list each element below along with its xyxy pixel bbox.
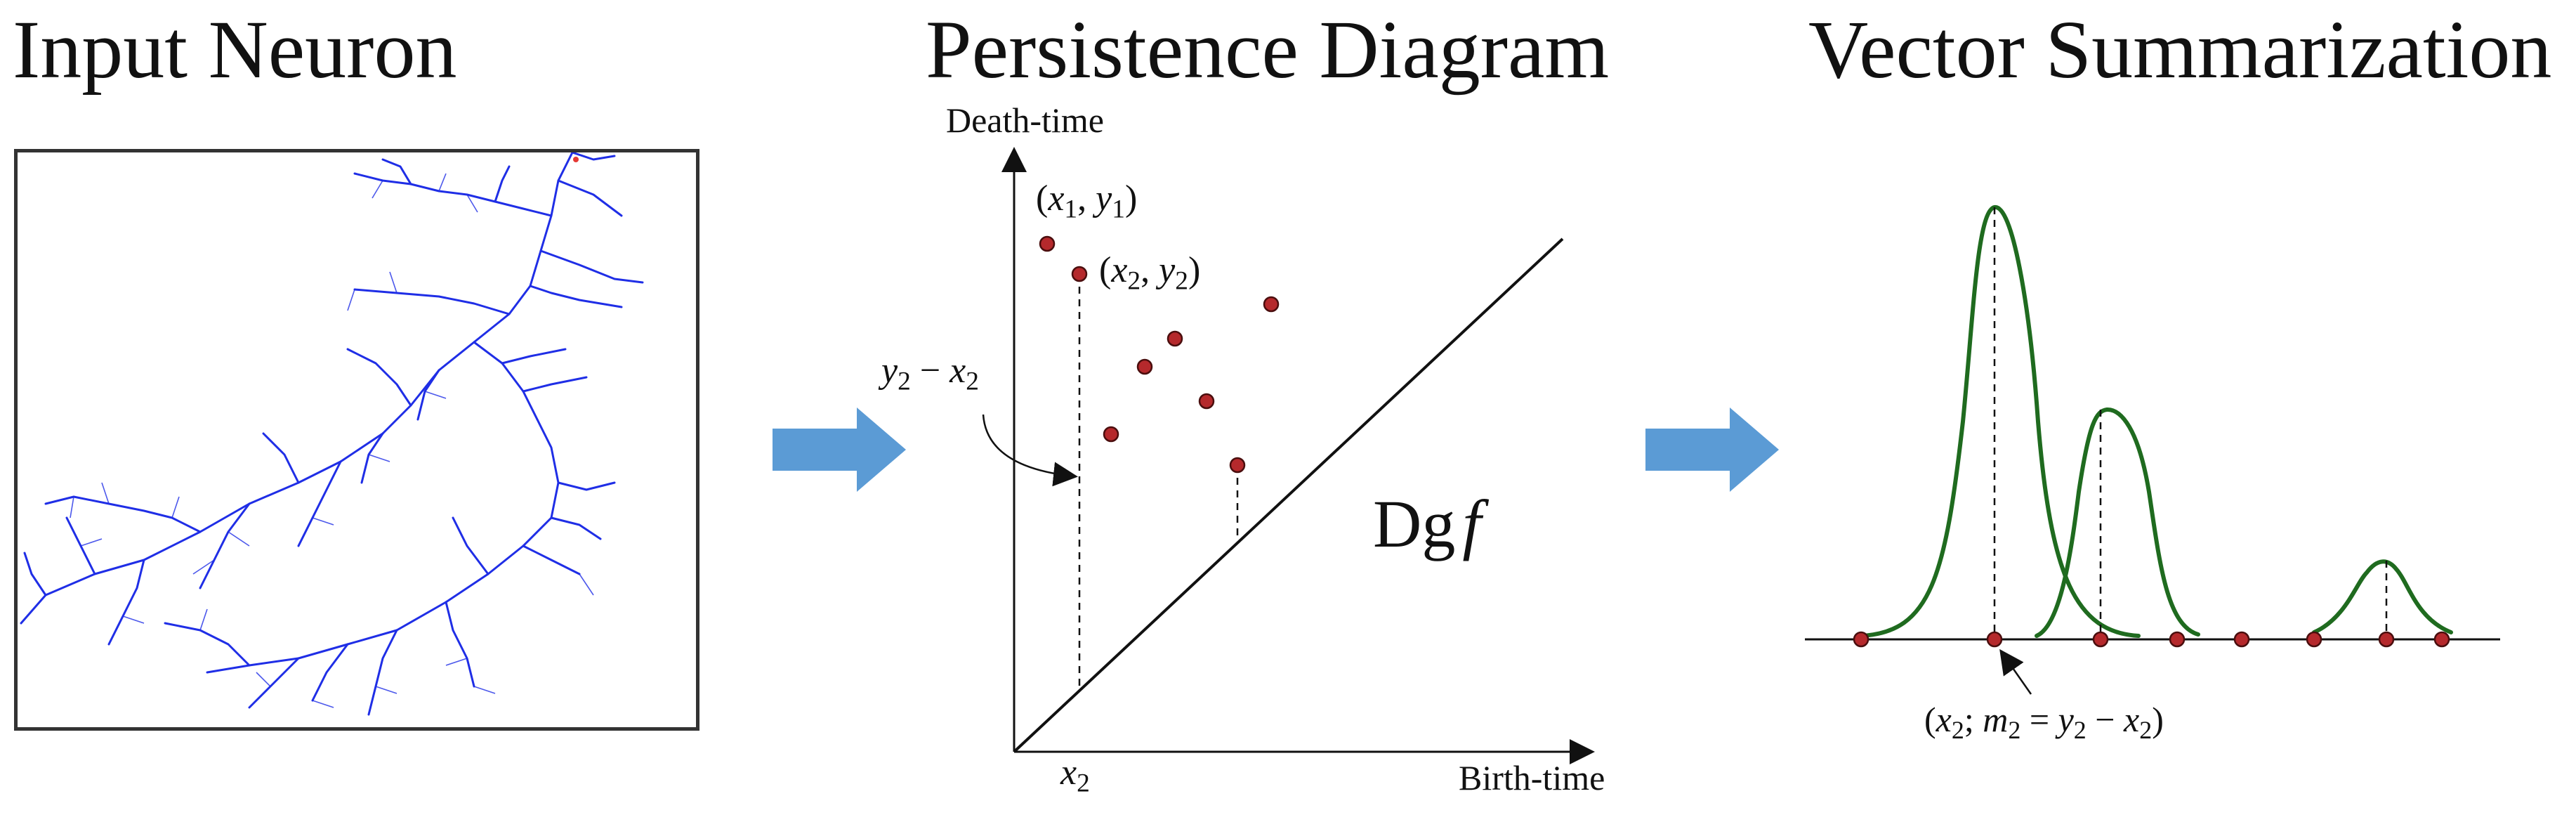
dg-f-label: Dg f — [1373, 486, 1481, 561]
persistence-point — [1103, 426, 1119, 443]
summary-point — [2306, 631, 2322, 648]
persistence-diagram-title: Persistence Diagram — [926, 4, 1610, 96]
persistence-point — [1198, 393, 1215, 410]
summary-point — [2169, 631, 2186, 648]
point2-label: (x2, y2) — [1099, 250, 1201, 296]
vector-summarization-title: Vector Summarization — [1808, 4, 2552, 96]
persistence-point — [1167, 330, 1183, 347]
summary-point — [1853, 631, 1869, 648]
persistence-point — [1039, 235, 1056, 252]
x2-tick-label: x2 — [1060, 752, 1090, 798]
persistence-point — [1229, 457, 1246, 474]
persistence-point — [1263, 296, 1280, 313]
gaussian-curve — [2312, 559, 2453, 634]
persistence-gap-label: y2 − x2 — [881, 351, 979, 396]
gap-arrow — [982, 414, 1078, 487]
annotation-arrow — [1999, 648, 2032, 695]
summary-annotation: (x2; m2 = y2 − x2) — [1924, 700, 2164, 745]
summary-point — [2433, 631, 2450, 648]
persistence-point — [1136, 358, 1153, 375]
persistence-point — [1071, 266, 1088, 282]
neuron-image-frame — [14, 149, 699, 731]
point1-label: (x1, y1) — [1036, 178, 1138, 224]
death-time-axis-label: Death-time — [946, 100, 1104, 140]
input-neuron-title: Input Neuron — [13, 4, 457, 96]
summary-point — [1986, 631, 2003, 648]
birth-time-axis-label: Birth-time — [1459, 758, 1605, 797]
gaussian-curve — [2035, 408, 2200, 638]
summary-point — [2233, 631, 2250, 648]
neuron-tracing — [20, 152, 644, 716]
gaussian-curve — [1859, 205, 2141, 638]
summary-point — [2092, 631, 2109, 648]
right-arrow-icon — [1645, 408, 1779, 492]
summary-point — [2378, 631, 2395, 648]
right-arrow-icon — [773, 408, 906, 492]
